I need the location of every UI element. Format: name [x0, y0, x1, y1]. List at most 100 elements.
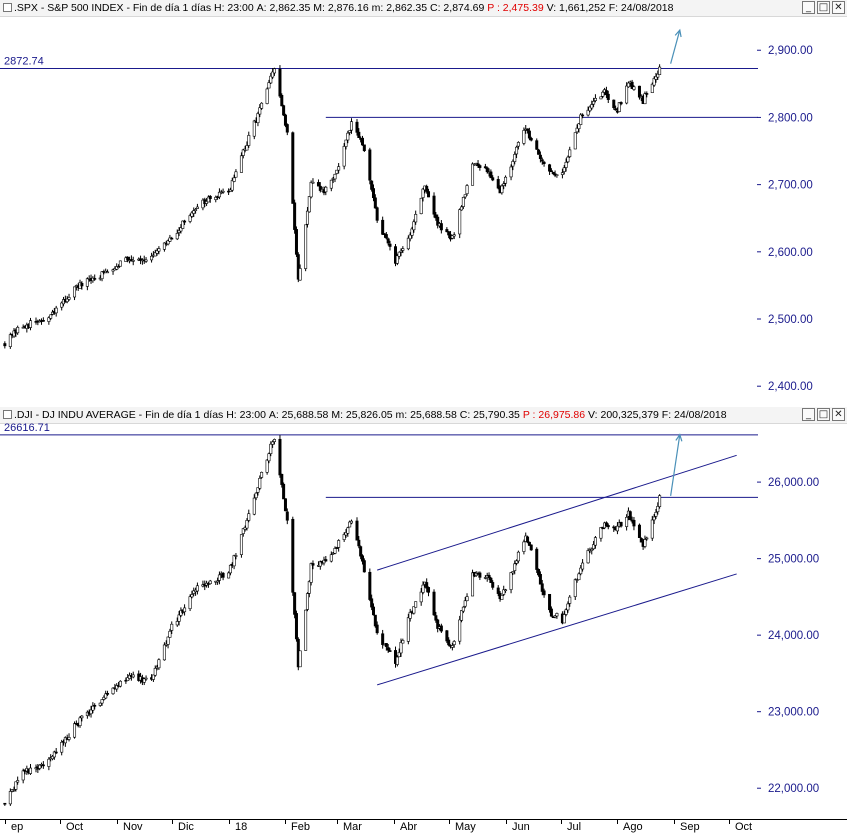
candle-body — [628, 511, 632, 520]
candle-body — [522, 541, 526, 552]
spx-p-value: P : 2,475.39 — [487, 2, 544, 14]
candle-body — [346, 132, 350, 141]
month-tick — [394, 819, 395, 824]
candle-body — [450, 235, 454, 239]
candle-body — [500, 595, 504, 600]
candle-body — [208, 195, 212, 199]
month-tick — [617, 819, 618, 824]
candle-body — [421, 584, 425, 593]
candle-body — [278, 68, 282, 97]
candle-body — [586, 109, 590, 116]
candle-body — [463, 194, 467, 198]
month-tick — [60, 819, 61, 824]
candle-body — [93, 278, 97, 280]
candle-body — [265, 459, 269, 473]
candle-body — [395, 255, 399, 264]
spx-price-chart[interactable]: 2,400.00 2,500.00 2,600.00 2,700.00 2,800.00… — [0, 16, 847, 407]
candle-body — [179, 227, 183, 232]
candle-body — [381, 219, 385, 235]
candle-body — [278, 438, 282, 476]
candle-body — [188, 215, 192, 222]
restore-button[interactable]: □ — [817, 408, 830, 421]
candle-body — [568, 596, 572, 604]
projection-arrow-line — [670, 29, 681, 64]
candle-body — [360, 137, 364, 146]
candle-body — [67, 297, 71, 300]
candle-body — [85, 278, 89, 287]
restore-button[interactable]: □ — [817, 1, 830, 14]
y-tick-label: 25,000.00 — [768, 554, 819, 566]
candle-body — [357, 539, 361, 547]
candle-body — [102, 697, 106, 700]
candle-body — [243, 527, 247, 530]
candle-body — [234, 171, 238, 178]
candle-body — [412, 221, 416, 231]
candle-body — [513, 563, 517, 571]
dji-title-bar[interactable]: .DJI - DJ INDU AVERAGE - Fin de día 1 dí… — [0, 407, 847, 424]
candle-body — [166, 240, 170, 245]
candle-body — [269, 443, 273, 454]
candle-body — [452, 641, 456, 645]
candle-body — [560, 172, 564, 175]
candle-body — [460, 206, 464, 211]
candle-body — [168, 237, 172, 242]
candle-body — [516, 142, 520, 147]
minimize-button[interactable]: _ — [802, 1, 815, 14]
candle-body — [252, 497, 256, 515]
candle-body — [425, 186, 429, 192]
candle-body — [463, 600, 467, 607]
spx-volume: V: 1,661,252 — [546, 2, 606, 14]
month-label: Feb — [291, 821, 310, 833]
reference-level-label: 2872.74 — [4, 56, 44, 68]
candle-body — [192, 590, 196, 594]
candle-body — [397, 651, 401, 658]
month-label: ep — [11, 821, 24, 833]
spx-chart-window[interactable]: .SPX - S&P 500 INDEX - Fin de día 1 días… — [0, 0, 847, 407]
candle-body — [549, 170, 553, 173]
candle-body — [214, 196, 218, 200]
candle-body — [399, 642, 403, 654]
close-button[interactable]: ✕ — [832, 408, 845, 421]
candle-body — [309, 563, 313, 583]
candle-body — [271, 71, 275, 78]
candle-body — [337, 166, 341, 171]
candle-body — [117, 266, 121, 268]
candle-body — [228, 189, 232, 192]
candle-body — [535, 140, 539, 150]
candle-body — [170, 237, 174, 240]
month-label: Sep — [680, 821, 700, 833]
month-tick — [5, 819, 6, 824]
close-button[interactable]: ✕ — [832, 1, 845, 14]
dji-price-chart[interactable]: 22,000.00 23,000.00 24,000.00 25,000.00 26,0… — [0, 423, 847, 819]
dji-chart-window[interactable]: .DJI - DJ INDU AVERAGE - Fin de día 1 dí… — [0, 407, 847, 819]
candle-body — [485, 167, 489, 173]
month-label: Jul — [567, 821, 582, 833]
trendline-lower — [377, 573, 737, 686]
candle-body — [461, 606, 465, 612]
month-label: 18 — [235, 821, 248, 833]
candle-body — [344, 139, 348, 147]
candle-body — [333, 548, 337, 554]
candle-body — [272, 68, 276, 74]
candle-body — [650, 519, 654, 539]
candle-body — [487, 574, 491, 578]
candle-body — [175, 621, 179, 626]
minimize-button[interactable]: _ — [802, 408, 815, 421]
candle-body — [632, 86, 636, 90]
candle-body — [73, 723, 77, 738]
candle-body — [619, 102, 623, 105]
candle-body — [637, 85, 641, 98]
candle-body — [643, 93, 647, 105]
candle-body — [509, 166, 513, 178]
candle-body — [318, 185, 322, 191]
spx-title-bar[interactable]: .SPX - S&P 500 INDEX - Fin de día 1 días… — [0, 0, 847, 17]
candle-body — [294, 613, 298, 640]
candle-body — [439, 223, 443, 231]
candle-body — [581, 562, 585, 570]
candle-body — [183, 607, 187, 613]
candle-body — [221, 190, 225, 193]
candle-body — [41, 764, 45, 767]
candle-body — [234, 555, 238, 557]
candle-body — [16, 327, 20, 334]
candle-body — [12, 789, 16, 791]
